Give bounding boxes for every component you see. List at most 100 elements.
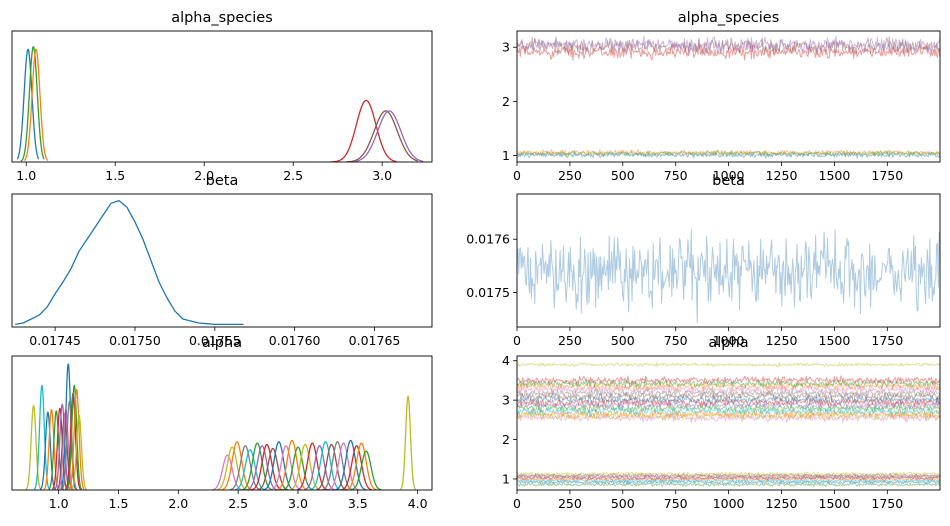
x-tick-label: 0.01760: [269, 333, 321, 348]
series-line: [303, 445, 336, 490]
series-line: [20, 46, 45, 162]
x-tick-label: 1250: [766, 168, 798, 183]
x-tick-label: 1.0: [49, 496, 69, 511]
axes-frame: [516, 355, 941, 491]
series-line: [315, 443, 348, 490]
x-tick-label: 3.5: [348, 496, 368, 511]
series-line: [517, 481, 940, 487]
series-line: [517, 229, 940, 324]
series-line: [517, 479, 940, 485]
x-tick-label: 1000: [713, 333, 745, 348]
x-tick-label: 1000: [713, 496, 745, 511]
panel-title: beta: [206, 173, 239, 189]
series-line: [234, 449, 266, 490]
x-tick-label: 1500: [819, 333, 851, 348]
series-line: [51, 407, 68, 490]
x-tick-label: 1500: [819, 168, 851, 183]
series-line: [517, 35, 940, 55]
x-tick-label: 1750: [871, 496, 903, 511]
panel-p1: 1.0 1.5 2.0 2.5 3.0 alpha_species: [11, 10, 433, 183]
panel-p2: 0 250 500 750 1000 1250 1500 1750 1 2 3 alpha_speci…: [502, 10, 941, 183]
series-line: [517, 151, 940, 159]
series-line: [251, 443, 283, 490]
x-tick-label: 2.0: [194, 168, 214, 183]
plot-area: [517, 361, 940, 487]
series-line: [296, 442, 328, 490]
series-line: [23, 48, 49, 161]
series-line: [517, 387, 940, 399]
series-line: [246, 445, 278, 490]
series-line: [263, 441, 295, 490]
axes-frame: [11, 355, 433, 491]
x-tick-label: 1.0: [16, 168, 36, 183]
series-line: [355, 110, 424, 162]
series-line: [517, 361, 940, 368]
x-tick-label: 1500: [819, 496, 851, 511]
series-line: [345, 442, 377, 490]
y-tick-label: 2: [502, 432, 510, 447]
x-tick-label: 750: [664, 168, 688, 183]
x-tick-label: 3.0: [372, 168, 392, 183]
series-line: [517, 471, 940, 477]
series-line: [282, 446, 314, 490]
plot-area: [517, 229, 940, 324]
x-tick-label: 4.0: [408, 496, 428, 511]
panel-title: alpha_species: [171, 10, 273, 26]
panel-title: alpha: [708, 335, 748, 351]
series-line: [517, 410, 940, 422]
series-line: [517, 475, 940, 481]
series-line: [517, 413, 940, 423]
series-line: [48, 410, 65, 490]
series-line: [270, 445, 302, 490]
series-line: [60, 363, 77, 490]
series-line: [517, 394, 940, 405]
panel-title: beta: [712, 173, 745, 189]
x-tick-label: 3.0: [288, 496, 308, 511]
x-tick-label: 250: [558, 333, 582, 348]
series-line: [517, 406, 940, 417]
series-line: [517, 148, 940, 157]
series-line: [66, 384, 83, 490]
series-line: [216, 446, 248, 490]
series-line: [517, 384, 940, 395]
x-tick-label: 0: [513, 168, 521, 183]
series-line: [517, 43, 940, 61]
series-line: [517, 375, 940, 386]
panel-title: alpha: [202, 335, 242, 351]
series-line: [15, 200, 244, 325]
x-tick-label: 500: [611, 333, 635, 348]
series-line: [257, 447, 289, 490]
series-line: [341, 445, 373, 490]
y-tick-label: 0.0176: [466, 232, 510, 247]
y-tick-label: 3: [502, 40, 510, 55]
plot-area: [15, 200, 244, 325]
plot-area: [25, 363, 417, 490]
x-tick-label: 500: [611, 496, 635, 511]
series-line: [517, 378, 940, 389]
series-line: [517, 477, 940, 484]
x-tick-label: 0.01750: [109, 333, 161, 348]
x-tick-label: 0.01745: [29, 333, 81, 348]
x-tick-label: 0: [513, 496, 521, 511]
y-tick-label: 1: [502, 148, 510, 163]
x-tick-label: 1.5: [105, 168, 125, 183]
series-line: [327, 442, 359, 490]
series-line: [39, 411, 56, 490]
series-line: [335, 439, 367, 490]
axes-frame: [11, 193, 433, 328]
series-line: [517, 473, 940, 480]
y-tick-label: 1: [502, 471, 510, 486]
panel-title: alpha_species: [678, 10, 780, 26]
panel-p3: 0.01745 0.01750 0.01755 0.01760 0.01765 beta: [11, 173, 433, 348]
series-line: [517, 408, 940, 419]
x-tick-label: 0.01765: [349, 333, 401, 348]
x-tick-label: 250: [558, 168, 582, 183]
panel-p6: 0 250 500 750 1000 1250 1500 1750 1 2 3 4 alpha: [502, 335, 941, 511]
x-tick-label: 1000: [713, 168, 745, 183]
y-tick-label: 0.0175: [466, 285, 510, 300]
x-tick-label: 1750: [871, 168, 903, 183]
series-line: [517, 36, 940, 56]
series-line: [346, 110, 418, 162]
x-tick-label: 1250: [766, 496, 798, 511]
